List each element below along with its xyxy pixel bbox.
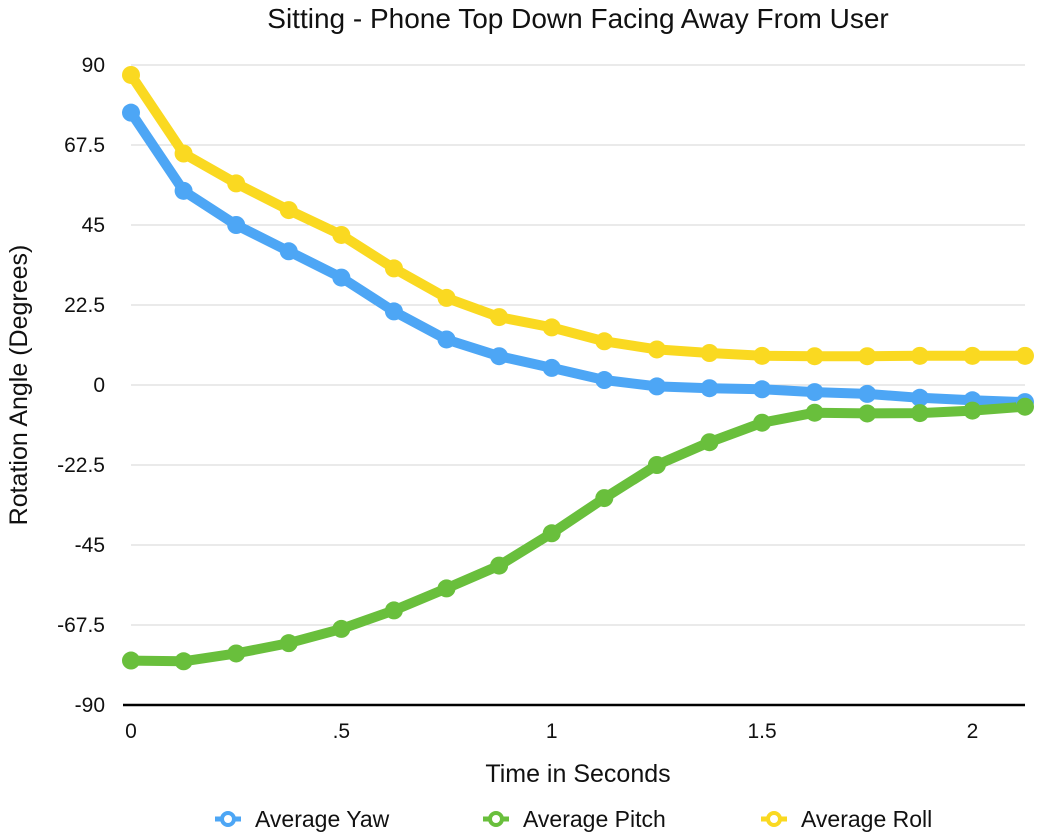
- x-tick-label: 1: [546, 720, 558, 743]
- y-tick-label: 22.5: [64, 294, 105, 317]
- data-point-average-pitch: [753, 413, 772, 432]
- data-point-average-yaw: [384, 302, 403, 321]
- y-axis-label: Rotation Angle (Degrees): [5, 245, 33, 526]
- x-tick-label: .5: [333, 720, 351, 743]
- y-tick-label: 0: [93, 374, 105, 397]
- data-point-average-roll: [910, 346, 929, 365]
- legend-label: Average Yaw: [255, 806, 390, 832]
- data-point-average-pitch: [227, 644, 246, 663]
- data-point-average-yaw: [647, 377, 666, 396]
- data-point-average-pitch: [858, 404, 877, 423]
- y-tick-label: 90: [82, 54, 105, 77]
- data-point-average-pitch: [805, 403, 824, 422]
- x-tick-label: 0: [125, 720, 137, 743]
- data-point-average-yaw: [437, 330, 456, 349]
- data-point-average-roll: [805, 347, 824, 366]
- legend-label: Average Pitch: [523, 806, 666, 832]
- data-point-average-yaw: [805, 383, 824, 402]
- y-tick-label: -22.5: [57, 454, 105, 477]
- data-point-average-roll: [122, 65, 140, 84]
- data-point-average-roll: [700, 344, 719, 362]
- x-axis-label: Time in Seconds: [485, 760, 670, 788]
- data-point-average-yaw: [174, 181, 193, 200]
- y-tick-label: 45: [82, 214, 105, 237]
- data-point-average-yaw: [490, 347, 509, 366]
- legend-label: Average Roll: [801, 806, 932, 832]
- data-point-average-pitch: [910, 404, 929, 423]
- data-point-average-pitch: [174, 652, 193, 671]
- data-point-average-roll: [858, 347, 877, 366]
- data-point-average-roll: [1016, 346, 1034, 365]
- data-point-average-yaw: [332, 268, 351, 287]
- x-tick-label: 2: [967, 720, 979, 743]
- data-point-average-yaw: [910, 388, 929, 407]
- legend-swatch-marker: [766, 811, 782, 827]
- data-point-average-pitch: [384, 601, 403, 620]
- y-tick-label: -67.5: [57, 614, 105, 637]
- data-point-average-yaw: [122, 103, 140, 122]
- data-point-average-pitch: [963, 401, 982, 420]
- y-tick-label: 67.5: [64, 134, 105, 157]
- data-point-average-pitch: [437, 579, 456, 598]
- data-point-average-roll: [647, 340, 666, 359]
- data-point-average-roll: [174, 144, 193, 163]
- data-point-average-yaw: [858, 384, 877, 403]
- data-point-average-roll: [963, 346, 982, 365]
- data-point-average-yaw: [279, 242, 298, 261]
- data-point-average-pitch: [595, 489, 614, 508]
- x-tick-label: 1.5: [747, 720, 776, 743]
- data-point-average-yaw: [227, 216, 246, 234]
- data-point-average-pitch: [490, 556, 509, 575]
- data-point-average-yaw: [700, 379, 719, 398]
- data-point-average-roll: [542, 318, 561, 337]
- legend-swatch-marker: [488, 811, 504, 827]
- y-tick-labels: 90 67.5 45 22.5 0 -22.5 -45 -67.5 -90: [57, 54, 105, 717]
- data-point-average-pitch: [332, 619, 351, 638]
- data-point-average-roll: [227, 174, 246, 193]
- data-point-average-pitch: [647, 456, 666, 474]
- data-point-average-roll: [753, 346, 772, 365]
- data-point-average-pitch: [279, 634, 298, 653]
- data-point-average-roll: [332, 225, 351, 244]
- data-point-average-pitch: [122, 651, 140, 670]
- legend-swatch-marker: [220, 811, 236, 827]
- data-point-average-pitch: [1016, 397, 1034, 416]
- legend-item-average-yaw: Average Yaw: [215, 806, 390, 832]
- x-tick-labels: 0 .5 1 1.5 2: [125, 720, 978, 743]
- y-tick-label: -45: [75, 534, 105, 557]
- series-lines: [126, 70, 1030, 667]
- y-tick-label: -90: [75, 694, 105, 717]
- data-point-average-roll: [490, 308, 509, 327]
- data-point-average-roll: [279, 201, 298, 220]
- series-line-average-roll: [126, 70, 1030, 362]
- data-point-average-roll: [384, 259, 403, 278]
- data-point-average-yaw: [595, 371, 614, 390]
- data-point-average-roll: [595, 332, 614, 351]
- data-point-average-pitch: [700, 433, 719, 452]
- gridlines: [131, 64, 1025, 626]
- series-points: [122, 65, 1034, 671]
- chart-title: Sitting - Phone Top Down Facing Away Fro…: [267, 3, 888, 34]
- legend-item-average-roll: Average Roll: [761, 806, 932, 832]
- data-point-average-pitch: [542, 524, 561, 543]
- legend-item-average-pitch: Average Pitch: [483, 806, 666, 832]
- data-point-average-roll: [437, 288, 456, 307]
- series-line-average-pitch: [126, 401, 1030, 667]
- data-point-average-yaw: [542, 358, 561, 377]
- legend: Average Yaw Average Pitch Average Roll: [215, 806, 932, 832]
- data-point-average-yaw: [753, 380, 772, 399]
